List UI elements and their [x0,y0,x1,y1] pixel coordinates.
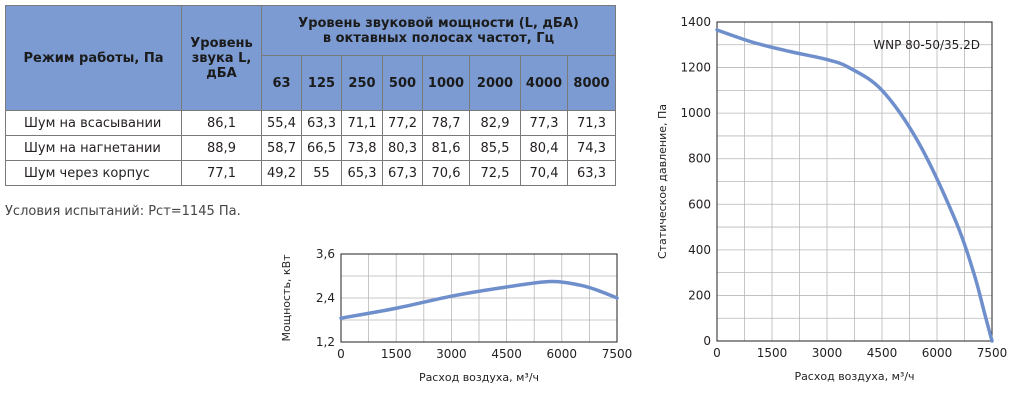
y-tick-label: 400 [688,243,711,257]
table-cell: 88,9 [181,135,262,161]
table-cell: 77,1 [181,160,262,186]
freq-header: 4000 [520,55,568,111]
table-cell: 73,8 [341,135,383,161]
chart-title: WNP 80-50/35.2D [873,38,980,52]
table-cell: 77,3 [520,110,568,136]
table-cell: 80,4 [520,135,568,161]
table-cell: 77,2 [382,110,423,136]
y-axis-label: Мощность, кВт [280,254,293,342]
noise-table: Режим работы, Па Уровень звука L, дБА Ур… [5,5,616,186]
row-label: Шум на нагнетании [5,135,182,161]
table-cell: 71,1 [341,110,383,136]
table-cell: 81,6 [422,135,470,161]
table-cell: 49,2 [261,160,302,186]
y-tick-label: 1200 [680,61,711,75]
power-chart: 0 1500 3000 4500 6000 7500 1,2 2,4 3,6 Расход воз… [280,247,633,384]
mode-header: Режим работы, Па [5,5,182,111]
x-tick-label: 3000 [436,347,467,361]
x-tick-label: 4500 [867,346,898,360]
x-tick-label: 7500 [602,347,633,361]
freq-header: 8000 [567,55,616,111]
y-tick-label: 800 [688,152,711,166]
pressure-chart: 0 1500 3000 4500 6000 7500 0 200 400 600 800 1000 12… [656,15,1008,383]
y-tick-label: 1400 [680,15,711,29]
x-tick-label: 0 [337,347,345,361]
freq-header: 250 [341,55,383,111]
y-tick-label: 0 [703,334,711,348]
x-tick-label: 6000 [922,346,953,360]
row-label: Шум через корпус [5,160,182,186]
x-tick-label: 1500 [757,346,788,360]
table-cell: 66,5 [301,135,342,161]
freq-header: 2000 [469,55,521,111]
x-axis-label: Расход воздуха, м³/ч [794,370,914,383]
freq-header: 63 [261,55,302,111]
table-row: Шум на нагнетании 88,9 58,7 66,5 73,8 80… [5,135,616,161]
freq-header: 500 [382,55,423,111]
sound-level-header: Уровень звука L, дБА [181,5,262,111]
table-cell: 67,3 [382,160,423,186]
table-cell: 85,5 [469,135,521,161]
x-tick-label: 6000 [547,347,578,361]
table-cell: 78,7 [422,110,470,136]
y-tick-label: 2,4 [316,291,335,305]
table-cell: 58,7 [261,135,302,161]
table-cell: 65,3 [341,160,383,186]
test-conditions: Условия испытаний: Рст=1145 Па. [5,204,241,219]
x-tick-label: 1500 [381,347,412,361]
y-tick-label: 1,2 [316,335,335,349]
y-axis-label: Статическое давление, Па [656,104,669,259]
table-cell: 82,9 [469,110,521,136]
table-cell: 74,3 [567,135,616,161]
series-line [339,279,619,320]
table-cell: 55 [301,160,342,186]
x-tick-label: 7500 [977,346,1008,360]
freq-header: 1000 [422,55,470,111]
octave-header: Уровень звуковой мощности (L, дБА) в окт… [261,5,616,56]
table-cell: 80,3 [382,135,423,161]
x-tick-label: 3000 [812,346,843,360]
table-row: Шум через корпус 77,1 49,2 55 65,3 67,3 … [5,160,616,186]
row-label: Шум на всасывании [5,110,182,136]
freq-header: 125 [301,55,342,111]
table-row: Шум на всасывании 86,1 55,4 63,3 71,1 77… [5,110,616,136]
y-tick-label: 1000 [680,106,711,120]
plot-frame [716,21,993,342]
table-cell: 70,6 [422,160,470,186]
x-tick-label: 4500 [491,347,522,361]
octave-header-line2: в октавных полосах частот, Гц [322,30,555,46]
y-tick-label: 3,6 [316,247,335,261]
octave-header-line1: Уровень звуковой мощности (L, дБА) [298,15,579,31]
table-cell: 55,4 [261,110,302,136]
table-cell: 70,4 [520,160,568,186]
table-cell: 86,1 [181,110,262,136]
y-tick-label: 200 [688,288,711,302]
table-cell: 72,5 [469,160,521,186]
x-axis-label: Расход воздуха, м³/ч [419,371,539,384]
series-line [715,28,994,343]
x-tick-label: 0 [713,346,721,360]
y-tick-label: 600 [688,197,711,211]
table-cell: 71,3 [567,110,616,136]
table-cell: 63,3 [567,160,616,186]
table-cell: 63,3 [301,110,342,136]
